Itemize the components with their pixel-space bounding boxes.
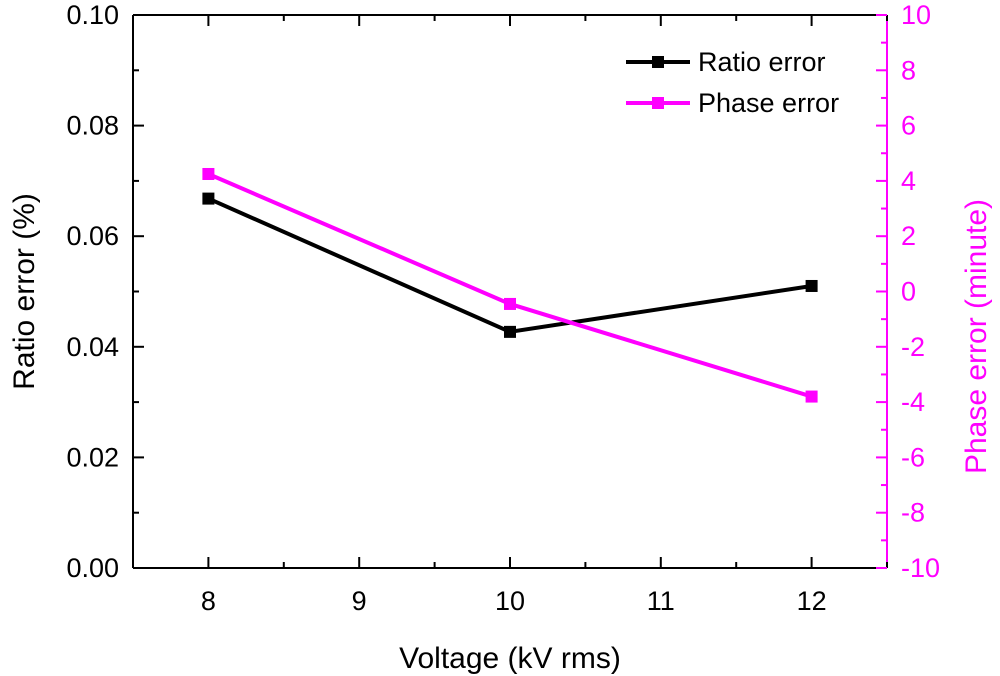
legend-marker-phase-error xyxy=(652,97,664,109)
phase-error-point xyxy=(805,390,818,403)
phase-error-point xyxy=(504,297,516,310)
left-y-tick-label: 0.10 xyxy=(66,0,119,30)
ratio-error-line xyxy=(207,196,812,334)
right-y-tick-label: -10 xyxy=(901,553,940,583)
right-y-axis-title: Phase error (minute) xyxy=(960,199,993,474)
legend: Ratio error Phase error xyxy=(626,47,839,118)
right-y-tick-label: -8 xyxy=(901,498,925,528)
phase-error-point xyxy=(202,167,215,180)
right-y-tick-label: 6 xyxy=(901,111,916,141)
x-tick-label: 11 xyxy=(647,586,675,616)
phase-error-line xyxy=(207,172,813,399)
left-y-tick-label: 0.04 xyxy=(66,332,119,362)
x-tick-label: 8 xyxy=(201,586,216,616)
right-y-tick-label: -4 xyxy=(901,387,925,417)
legend-marker-ratio-error xyxy=(652,56,664,68)
left-y-tick-label: 0.00 xyxy=(66,553,119,583)
legend-label-ratio-error: Ratio error xyxy=(698,47,826,77)
x-tick-label: 10 xyxy=(495,586,525,616)
right-y-tick-label: 2 xyxy=(901,221,916,251)
left-y-axis-title: Ratio error (%) xyxy=(8,193,41,390)
ratio-error-point xyxy=(805,279,818,292)
right-y-tick-label: -2 xyxy=(901,332,925,362)
x-tick-label: 9 xyxy=(352,586,367,616)
legend-label-phase-error: Phase error xyxy=(698,88,839,118)
right-y-tick-label: -6 xyxy=(901,442,925,472)
x-tick-label: 12 xyxy=(797,586,827,616)
right-y-tick-label: 10 xyxy=(901,0,931,30)
ratio-error-point xyxy=(504,325,516,338)
ratio-error-point xyxy=(202,192,215,205)
x-axis-title: Voltage (kV rms) xyxy=(399,642,621,675)
left-y-tick-label: 0.08 xyxy=(66,111,119,141)
right-y-tick-label: 0 xyxy=(901,277,916,307)
right-y-tick-label: 4 xyxy=(901,166,916,196)
right-y-tick-label: 8 xyxy=(901,55,916,85)
left-y-tick-label: 0.02 xyxy=(66,442,119,472)
left-y-tick-label: 0.06 xyxy=(66,221,119,251)
